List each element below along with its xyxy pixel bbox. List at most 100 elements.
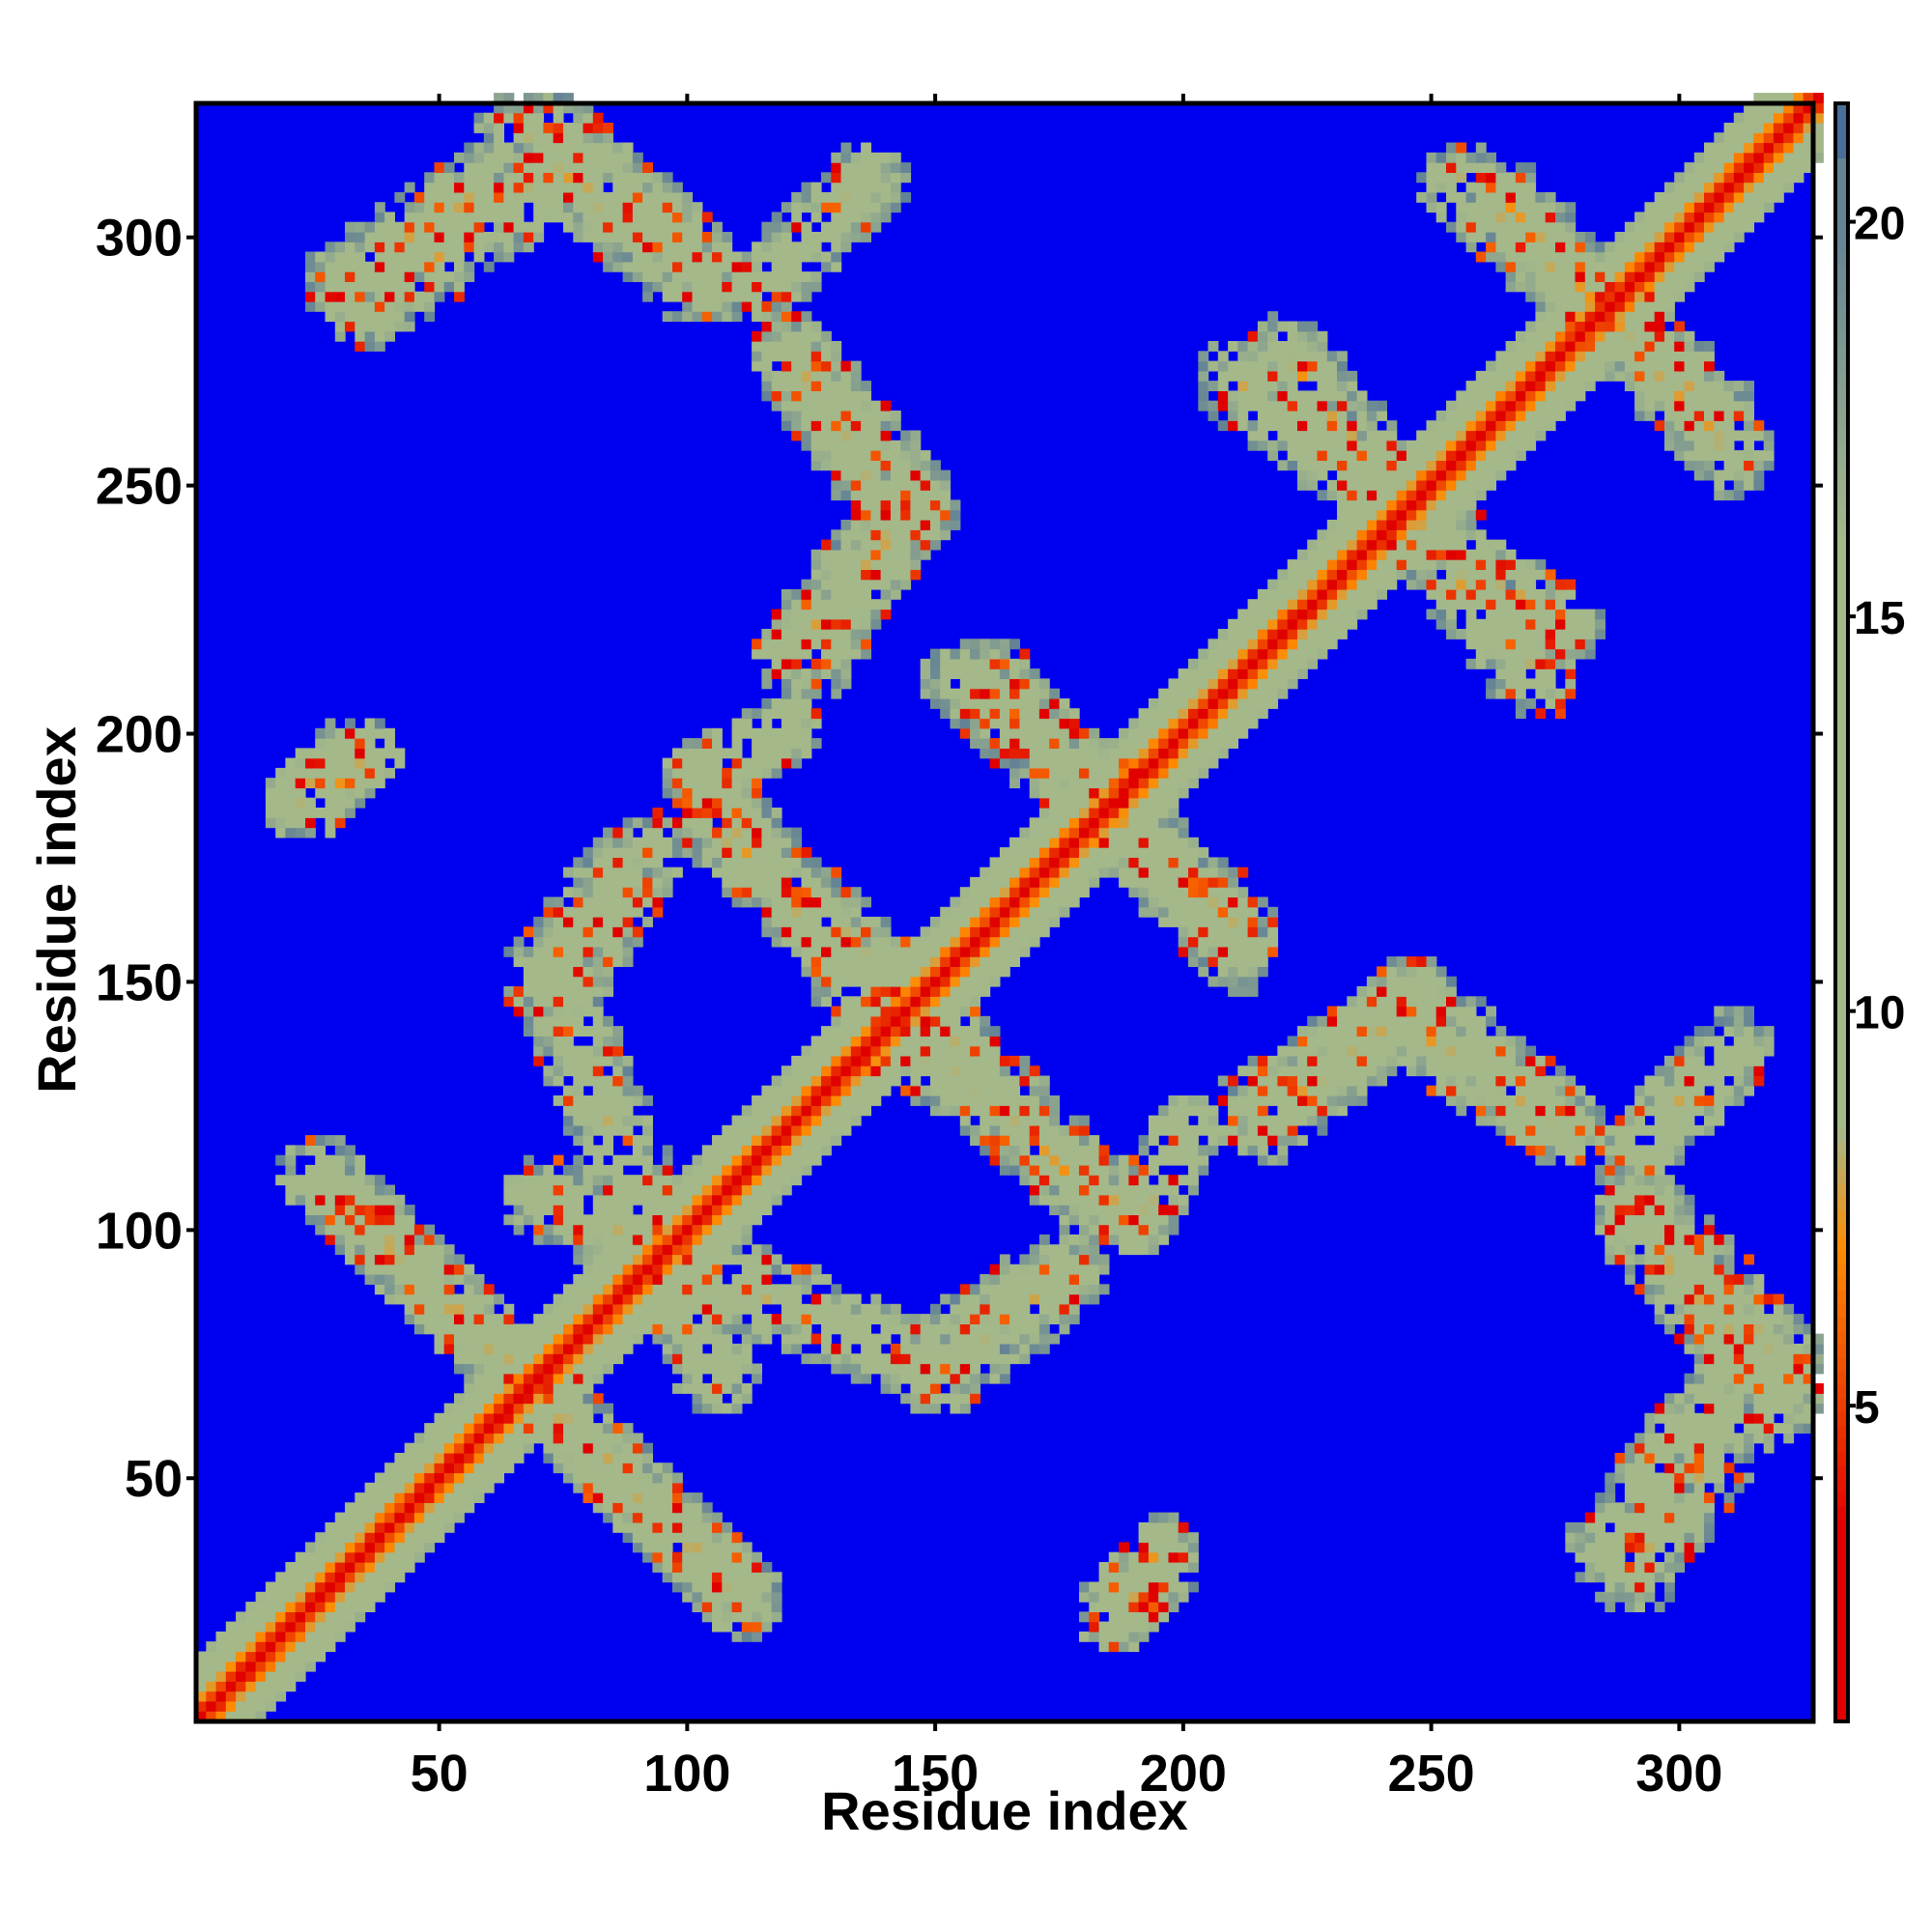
heatmap-cell (443, 1502, 455, 1514)
heatmap-cell (791, 757, 803, 769)
heatmap-cell (810, 986, 822, 997)
heatmap-cell (741, 261, 753, 272)
heatmap-cell (225, 1641, 237, 1653)
heatmap-cell (999, 688, 1010, 699)
heatmap-cell (404, 1244, 415, 1256)
heatmap-cell (840, 1055, 852, 1066)
heatmap-cell (940, 490, 952, 501)
heatmap-cell (1009, 718, 1020, 729)
heatmap-cell (503, 112, 515, 124)
heatmap-cell (1098, 837, 1110, 848)
heatmap-cell (1049, 1135, 1061, 1146)
heatmap-cell (513, 946, 525, 957)
heatmap-cell (831, 926, 842, 938)
heatmap-cell (989, 1323, 1001, 1335)
heatmap-cell (305, 767, 316, 779)
heatmap-cell (821, 1274, 832, 1285)
heatmap-cell (533, 142, 545, 154)
heatmap-cell (573, 1463, 584, 1474)
heatmap-cell (920, 1055, 931, 1066)
heatmap-cell (1049, 1115, 1061, 1126)
heatmap-cell (632, 191, 643, 203)
heatmap-cell (533, 1383, 545, 1394)
heatmap-cell (1009, 738, 1020, 749)
heatmap-cell (900, 499, 912, 511)
heatmap-cell (959, 1115, 971, 1126)
heatmap-cell (612, 926, 624, 938)
heatmap-cell (781, 618, 792, 630)
heatmap-cell (810, 688, 822, 699)
heatmap-cell (483, 112, 495, 124)
heatmap-cell (850, 1363, 862, 1375)
heatmap-cell (950, 926, 961, 938)
heatmap-cell (692, 221, 703, 233)
heatmap-cell (1049, 748, 1061, 759)
heatmap-cell (582, 123, 594, 133)
heatmap-cell (791, 599, 803, 611)
heatmap-cell (1089, 738, 1100, 749)
heatmap-cell (1059, 896, 1070, 908)
heatmap-cell (1148, 767, 1159, 779)
heatmap-cell (810, 281, 822, 293)
heatmap-cell (850, 906, 862, 918)
heatmap-cell (533, 1423, 545, 1434)
heatmap-cell (473, 1293, 485, 1305)
heatmap-cell (1198, 727, 1209, 739)
heatmap-cell (712, 251, 723, 263)
heatmap-cell (662, 1234, 673, 1245)
heatmap-cell (1119, 837, 1129, 848)
heatmap-cell (810, 1036, 822, 1047)
heatmap-cell (592, 232, 604, 242)
heatmap-cell (1059, 1175, 1070, 1186)
heatmap-cell (1237, 906, 1249, 918)
heatmap-cell (592, 1472, 604, 1484)
heatmap-cell (1089, 1631, 1100, 1642)
heatmap-cell (890, 162, 901, 173)
heatmap-cell (364, 1542, 376, 1553)
heatmap-cell (652, 221, 664, 233)
heatmap-cell (821, 539, 832, 551)
heatmap-cell (1158, 906, 1170, 918)
heatmap-cell (999, 1373, 1010, 1384)
heatmap-cell (662, 1482, 673, 1493)
heatmap-cell (1228, 966, 1238, 978)
heatmap-cell (642, 1224, 653, 1236)
heatmap-cell (523, 1333, 534, 1345)
heatmap-cell (662, 1323, 673, 1335)
heatmap-cell (563, 182, 574, 193)
heatmap-cell (920, 1323, 931, 1335)
heatmap-cell (1198, 1154, 1209, 1166)
heatmap-cell (364, 1512, 376, 1523)
heatmap-cell (494, 182, 504, 193)
heatmap-cell (642, 1453, 653, 1463)
heatmap-cell (741, 1581, 753, 1593)
heatmap-cell (890, 479, 901, 491)
heatmap-cell (582, 152, 594, 163)
heatmap-cell (831, 896, 842, 908)
heatmap-cell (612, 1184, 624, 1196)
heatmap-cell (712, 867, 723, 878)
heatmap-cell (285, 827, 297, 838)
heatmap-cell (563, 1205, 574, 1215)
heatmap-cell (731, 1393, 743, 1405)
heatmap-cell (592, 191, 604, 203)
heatmap-cell (563, 1065, 574, 1077)
heatmap-cell (334, 1244, 346, 1256)
heatmap-cell (454, 1423, 465, 1434)
heatmap-cell (374, 212, 385, 223)
heatmap-cell (553, 112, 564, 124)
heatmap-cell (959, 648, 971, 660)
heatmap-cell (959, 906, 971, 918)
heatmap-cell (483, 1333, 495, 1345)
heatmap-cell (1188, 1105, 1199, 1117)
heatmap-cell (771, 1323, 782, 1335)
heatmap-cell (434, 1234, 445, 1245)
heatmap-cell (384, 767, 395, 779)
heatmap-cell (1079, 1284, 1090, 1295)
heatmap-cell (741, 896, 753, 908)
heatmap-cell (325, 300, 336, 312)
heatmap-cell (771, 1581, 782, 1593)
heatmap-cell (771, 1254, 782, 1265)
heatmap-cell (910, 1323, 922, 1335)
heatmap-cell (771, 351, 782, 362)
